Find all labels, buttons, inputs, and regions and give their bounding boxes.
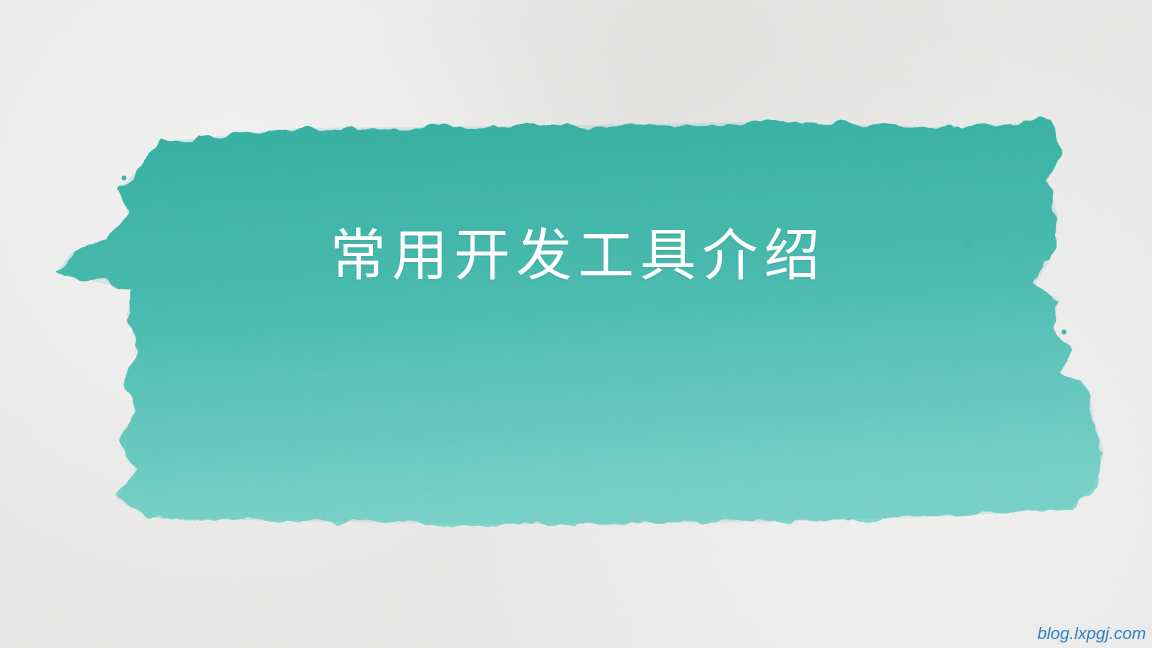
- slide-title: 常用开发工具介绍: [330, 224, 826, 289]
- watermark-text: blog.lxpgj.com: [1037, 624, 1146, 643]
- brush-body: [56, 120, 1104, 524]
